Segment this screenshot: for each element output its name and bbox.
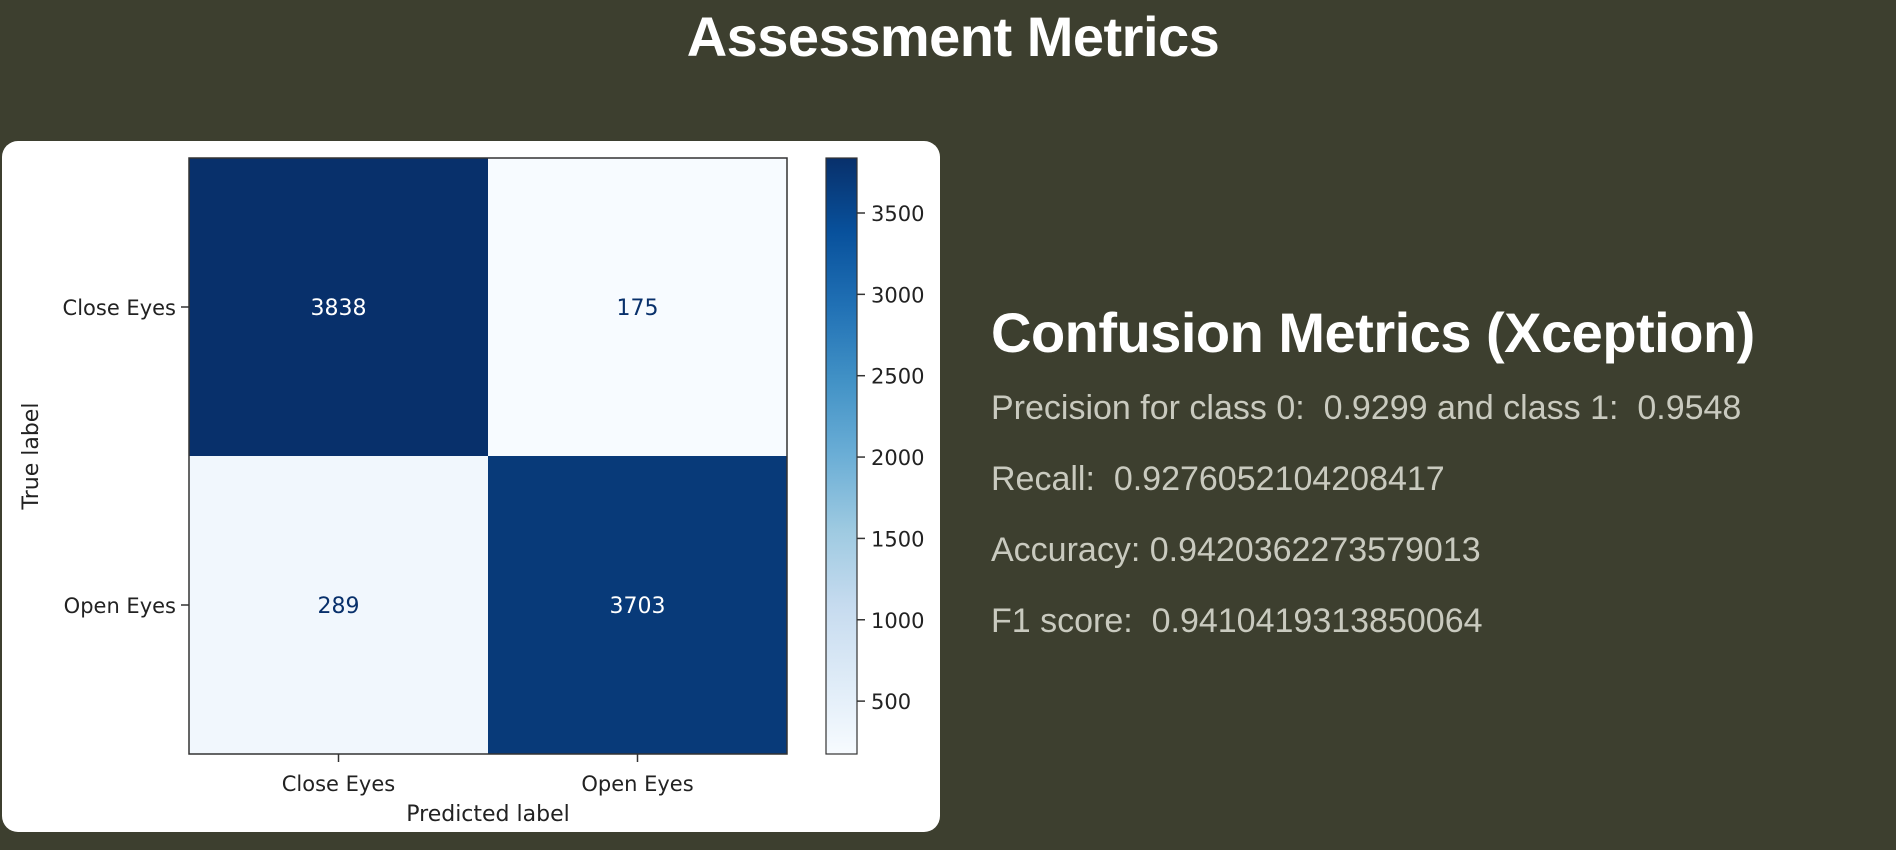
metrics-title: Confusion Metrics (Xception)	[991, 301, 1755, 364]
confusion-matrix-chart: 3838 175 289 3703 Close Eyes Open Eyes Close…	[2, 141, 940, 832]
matrix-cell	[189, 158, 488, 456]
y-tick-label: Open Eyes	[64, 594, 176, 618]
colorbar-tick-label: 3500	[871, 202, 924, 226]
y-tick-label: Close Eyes	[63, 296, 176, 320]
x-axis-label: Predicted label	[406, 802, 569, 827]
colorbar-tick-label: 2000	[871, 446, 924, 470]
matrix-frame	[188, 157, 788, 755]
cell-value-label: 3703	[610, 594, 666, 619]
colorbar-tick-label: 3000	[871, 283, 924, 307]
y-axis-label: True label	[19, 403, 44, 511]
cell-value-label: 175	[617, 296, 659, 321]
f1-score-line: F1 score: 0.9410419313850064	[991, 602, 1483, 640]
cell-value-label: 289	[318, 594, 360, 619]
colorbar-tick-label: 2500	[871, 365, 924, 389]
cell-value-label: 3838	[311, 296, 367, 321]
matrix-cell	[189, 456, 488, 754]
metrics-panel: Confusion Metrics (Xception) Precision f…	[991, 300, 1891, 667]
x-tick-label: Open Eyes	[581, 772, 693, 796]
accuracy-line: Accuracy: 0.9420362273579013	[991, 531, 1481, 569]
confusion-matrix-svg: 3838 175 289 3703 Close Eyes Open Eyes Close…	[19, 157, 924, 827]
matrix-cell	[488, 158, 787, 456]
page-title: Assessment Metrics	[686, 5, 1220, 68]
matrix-cell	[488, 456, 787, 754]
colorbar-tick-label: 1000	[871, 609, 924, 633]
colorbar-tick-label: 1500	[871, 527, 924, 551]
colorbar-tick-label: 500	[871, 690, 911, 714]
x-tick-label: Close Eyes	[282, 772, 395, 796]
colorbar	[825, 157, 858, 755]
recall-line: Recall: 0.9276052104208417	[991, 460, 1445, 498]
precision-line: Precision for class 0: 0.9299 and class …	[991, 389, 1742, 427]
